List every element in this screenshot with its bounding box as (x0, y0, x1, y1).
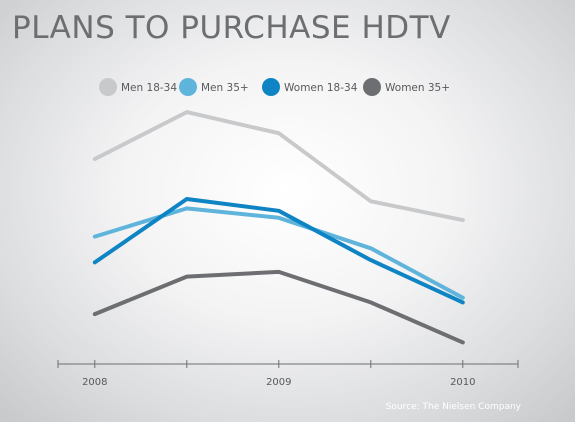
series-lines (92, 110, 465, 345)
legend-marker (363, 78, 381, 96)
legend-item-women-35: Women 35+ (363, 78, 450, 96)
legend: Men 18-34 Men 35+ Women 18-34 Women 35+ (99, 78, 450, 96)
legend-label: Women 18-34 (284, 82, 358, 94)
legend-marker (99, 78, 117, 96)
series-line-men-18-34 (92, 110, 465, 223)
series-line-women-35 (92, 269, 465, 345)
series-line-men-35 (92, 206, 465, 300)
legend-item-men-18-34: Men 18-34 (99, 78, 177, 96)
x-tick-label: 2008 (82, 377, 107, 388)
source-note: Source: The Nielsen Company (385, 402, 521, 412)
legend-label: Men 35+ (201, 82, 249, 94)
legend-label: Men 18-34 (121, 82, 177, 94)
x-axis: 2008 2009 2010 (57, 360, 519, 388)
legend-marker (179, 78, 197, 96)
legend-label: Women 35+ (385, 82, 450, 94)
x-tick-label: 2010 (450, 377, 475, 388)
legend-marker (262, 78, 280, 96)
legend-item-men-35: Men 35+ (179, 78, 249, 96)
x-tick-label: 2009 (266, 377, 291, 388)
chart-title: PLANS TO PURCHASE HDTV (12, 10, 451, 46)
series-line-women-18-34 (92, 197, 465, 305)
legend-item-women-18-34: Women 18-34 (262, 78, 358, 96)
